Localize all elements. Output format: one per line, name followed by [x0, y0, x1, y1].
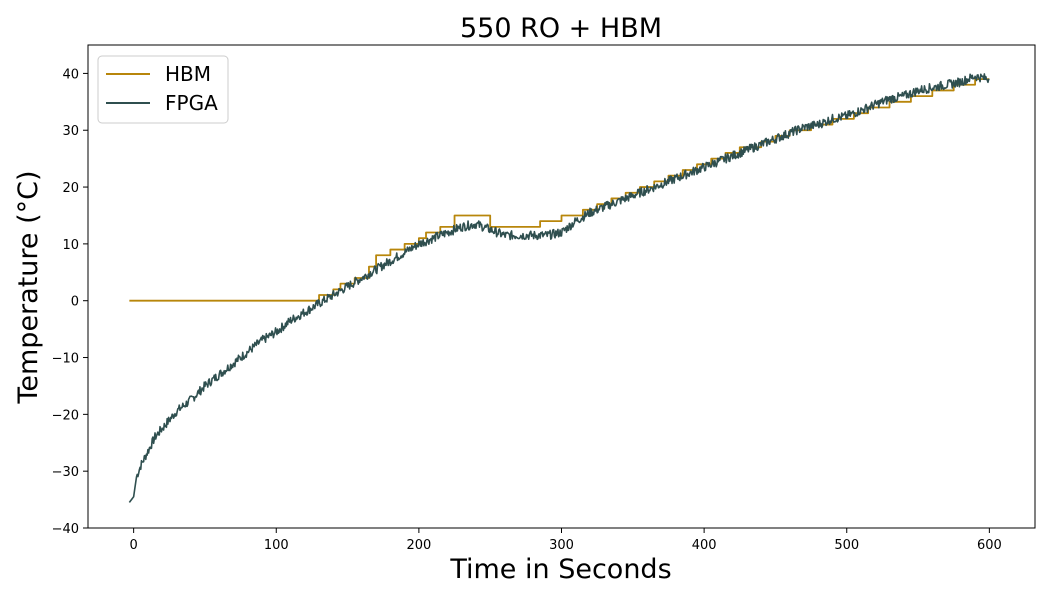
y-axis-label: Temperature (°C): [13, 170, 44, 404]
x-tick-label: 400: [692, 538, 717, 553]
y-tick-label: −20: [52, 408, 79, 423]
y-tick-label: 0: [71, 295, 79, 310]
y-tick-label: 30: [62, 124, 79, 139]
plot-area: [88, 45, 1035, 528]
x-axis: 0 100 200 300 400 500 600: [129, 528, 1002, 553]
y-tick-label: 20: [62, 181, 79, 196]
legend-label-hbm: HBM: [165, 62, 211, 86]
y-tick-label: 40: [62, 67, 79, 82]
series-layer: [128, 73, 990, 503]
chart-title: 550 RO + HBM: [460, 13, 662, 44]
x-tick-label: 100: [264, 538, 289, 553]
x-axis-label: Time in Seconds: [449, 554, 671, 585]
y-axis: −40 −30 −20 −10 0 10 20 30 40: [52, 67, 88, 537]
y-tick-label: −10: [52, 352, 79, 367]
series-line-fpga: [128, 73, 990, 503]
legend-frame: [97, 55, 229, 124]
x-tick-label: 200: [406, 538, 431, 553]
x-tick-label: 600: [977, 538, 1002, 553]
y-tick-label: −40: [52, 522, 79, 537]
legend: HBM FPGA: [97, 55, 229, 124]
legend-label-fpga: FPGA: [165, 91, 218, 115]
x-tick-label: 0: [129, 538, 137, 553]
y-tick-label: −30: [52, 465, 79, 480]
x-tick-label: 300: [549, 538, 574, 553]
y-tick-label: 10: [62, 238, 79, 253]
x-tick-label: 500: [834, 538, 859, 553]
